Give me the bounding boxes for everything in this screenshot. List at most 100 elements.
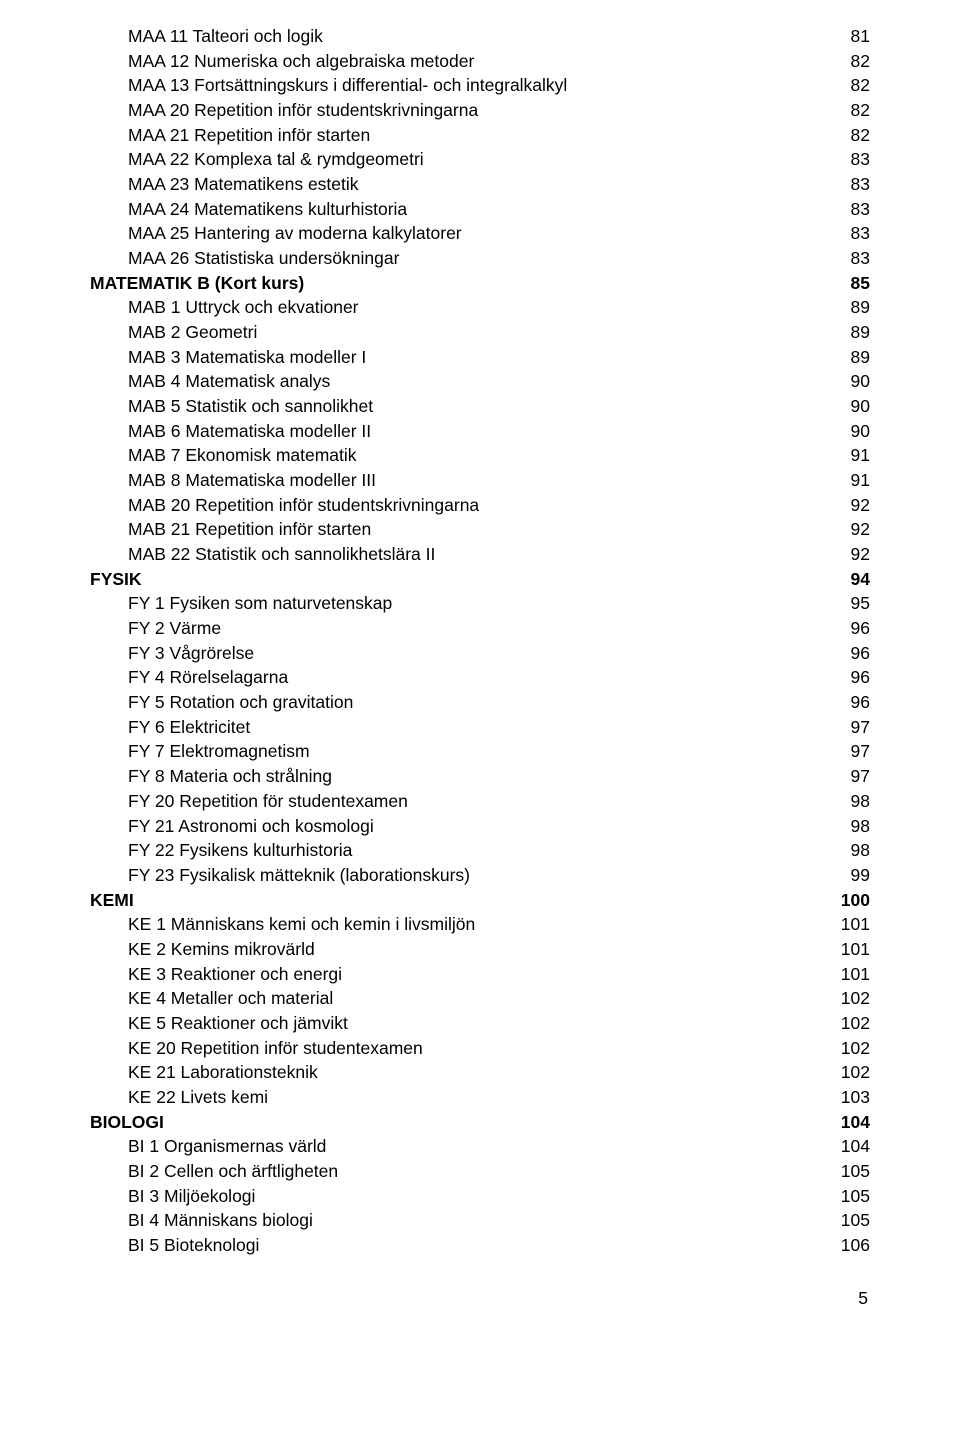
toc-entry-page: 106 — [822, 1233, 870, 1258]
toc-entry: MAB 7 Ekonomisk matematik 91 — [90, 443, 870, 468]
toc-entry: MAB 6 Matematiska modeller II 90 — [90, 419, 870, 444]
toc-entry-page: 95 — [822, 591, 870, 616]
toc-entry-page: 92 — [822, 542, 870, 567]
toc-entry-label: MAB 20 Repetition inför studentskrivning… — [128, 493, 479, 518]
toc-entry-page: 83 — [822, 246, 870, 271]
toc-entry: MAB 5 Statistik och sannolikhet 90 — [90, 394, 870, 419]
toc-entry-page: 82 — [822, 98, 870, 123]
toc-entry-label: FY 3 Vågrörelse — [128, 641, 254, 666]
toc-entry-label: FY 22 Fysikens kulturhistoria — [128, 838, 352, 863]
toc-entry-page: 82 — [822, 73, 870, 98]
toc-entry: MAA 20 Repetition inför studentskrivning… — [90, 98, 870, 123]
toc-entry-label: BI 3 Miljöekologi — [128, 1184, 255, 1209]
toc-entry-page: 98 — [822, 789, 870, 814]
toc-entry-label: KEMI — [90, 888, 134, 913]
toc-entry: BI 4 Människans biologi105 — [90, 1208, 870, 1233]
toc-section-heading: MATEMATIK B (Kort kurs) 85 — [90, 271, 870, 296]
toc-entry-label: MAB 8 Matematiska modeller III — [128, 468, 376, 493]
toc-entry-page: 81 — [822, 24, 870, 49]
toc-entry-page: 96 — [822, 665, 870, 690]
toc-entry-page: 97 — [822, 764, 870, 789]
toc-entry: FY 23 Fysikalisk mätteknik (laborationsk… — [90, 863, 870, 888]
toc-entry-page: 97 — [822, 739, 870, 764]
toc-entry: KE 22 Livets kemi103 — [90, 1085, 870, 1110]
toc-entry-page: 99 — [822, 863, 870, 888]
toc-entry-page: 89 — [822, 320, 870, 345]
toc-entry-page: 104 — [822, 1110, 870, 1135]
toc-entry-page: 83 — [822, 221, 870, 246]
toc-entry-page: 102 — [822, 986, 870, 1011]
toc-entry-label: MAB 5 Statistik och sannolikhet — [128, 394, 373, 419]
toc-entry: FY 22 Fysikens kulturhistoria98 — [90, 838, 870, 863]
toc-entry: FY 20 Repetition för studentexamen98 — [90, 789, 870, 814]
toc-entry: MAA 24 Matematikens kulturhistoria83 — [90, 197, 870, 222]
toc-entry: KE 2 Kemins mikrovärld101 — [90, 937, 870, 962]
toc-entry-label: BIOLOGI — [90, 1110, 164, 1135]
toc-entry: MAA 21 Repetition inför starten 82 — [90, 123, 870, 148]
toc-entry-page: 92 — [822, 493, 870, 518]
toc-entry: FY 6 Elektricitet97 — [90, 715, 870, 740]
toc-entry-label: MAA 26 Statistiska undersökningar — [128, 246, 399, 271]
toc-entry-page: 91 — [822, 443, 870, 468]
toc-entry-page: 96 — [822, 690, 870, 715]
toc-entry: FY 4 Rörelselagarna 96 — [90, 665, 870, 690]
page-number: 5 — [90, 1258, 870, 1311]
toc-entry: FY 21 Astronomi och kosmologi 98 — [90, 814, 870, 839]
toc-entry-label: MAB 21 Repetition inför starten — [128, 517, 371, 542]
toc-entry-page: 90 — [822, 419, 870, 444]
toc-entry-label: MAA 21 Repetition inför starten — [128, 123, 370, 148]
toc-entry-page: 92 — [822, 517, 870, 542]
toc-entry: MAB 2 Geometri 89 — [90, 320, 870, 345]
toc-entry: MAB 3 Matematiska modeller I 89 — [90, 345, 870, 370]
toc-entry-label: MAB 3 Matematiska modeller I — [128, 345, 366, 370]
toc-entry-page: 105 — [822, 1184, 870, 1209]
toc-entry-page: 90 — [822, 394, 870, 419]
toc-entry-label: BI 4 Människans biologi — [128, 1208, 313, 1233]
toc-entry: MAB 22 Statistik och sannolikhetslära II… — [90, 542, 870, 567]
toc-entry: KE 5 Reaktioner och jämvikt102 — [90, 1011, 870, 1036]
toc-entry-label: MAA 11 Talteori och logik — [128, 24, 323, 49]
toc-entry-page: 100 — [822, 888, 870, 913]
toc-entry-label: MAB 4 Matematisk analys — [128, 369, 330, 394]
toc-entry-page: 83 — [822, 197, 870, 222]
toc-entry: MAA 26 Statistiska undersökningar 83 — [90, 246, 870, 271]
toc-entry-label: FY 21 Astronomi och kosmologi — [128, 814, 374, 839]
toc-entry: MAB 21 Repetition inför starten 92 — [90, 517, 870, 542]
toc-entry-page: 82 — [822, 123, 870, 148]
toc-entry-label: MATEMATIK B (Kort kurs) — [90, 271, 304, 296]
toc-entry-page: 96 — [822, 641, 870, 666]
toc-entry-page: 89 — [822, 345, 870, 370]
toc-entry-page: 85 — [822, 271, 870, 296]
toc-entry-label: MAB 6 Matematiska modeller II — [128, 419, 371, 444]
toc-entry-label: MAB 2 Geometri — [128, 320, 257, 345]
toc-entry: MAB 8 Matematiska modeller III91 — [90, 468, 870, 493]
toc-entry-page: 102 — [822, 1036, 870, 1061]
toc-entry-page: 101 — [822, 962, 870, 987]
toc-entry: KE 4 Metaller och material102 — [90, 986, 870, 1011]
toc-entry: BI 3 Miljöekologi 105 — [90, 1184, 870, 1209]
toc-entry: MAA 13 Fortsättningskurs i differential-… — [90, 73, 870, 98]
toc-entry-label: MAB 7 Ekonomisk matematik — [128, 443, 357, 468]
toc-entry: BI 5 Bioteknologi 106 — [90, 1233, 870, 1258]
toc-entry: FY 5 Rotation och gravitation96 — [90, 690, 870, 715]
toc-entry-page: 101 — [822, 912, 870, 937]
toc-entry: FY 1 Fysiken som naturvetenskap95 — [90, 591, 870, 616]
toc-entry-label: BI 5 Bioteknologi — [128, 1233, 259, 1258]
toc-entry-label: MAA 22 Komplexa tal & rymdgeometri — [128, 147, 424, 172]
toc-entry: FY 2 Värme96 — [90, 616, 870, 641]
toc-entry-label: FY 4 Rörelselagarna — [128, 665, 288, 690]
toc-entry-page: 90 — [822, 369, 870, 394]
toc-entry: MAA 12 Numeriska och algebraiska metoder… — [90, 49, 870, 74]
toc-entry-label: FY 7 Elektromagnetism — [128, 739, 310, 764]
toc-entry: KE 21 Laborationsteknik102 — [90, 1060, 870, 1085]
toc-entry: MAA 23 Matematikens estetik83 — [90, 172, 870, 197]
toc-entry-label: FY 23 Fysikalisk mätteknik (laborationsk… — [128, 863, 470, 888]
toc-entry-page: 101 — [822, 937, 870, 962]
toc-entry-page: 82 — [822, 49, 870, 74]
toc-entry-page: 103 — [822, 1085, 870, 1110]
toc-entry: KE 20 Repetition inför studentexamen102 — [90, 1036, 870, 1061]
toc-entry-label: KE 5 Reaktioner och jämvikt — [128, 1011, 348, 1036]
toc-section-heading: FYSIK94 — [90, 567, 870, 592]
toc-entry-page: 105 — [822, 1159, 870, 1184]
toc-entry-page: 98 — [822, 814, 870, 839]
